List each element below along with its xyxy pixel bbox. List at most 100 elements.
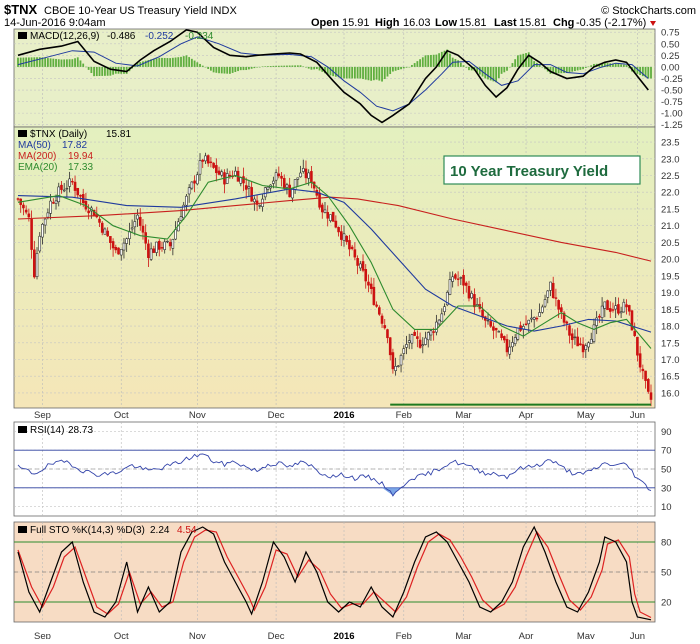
y-tick-label: 70 bbox=[661, 446, 672, 457]
month-tick-label: Mar bbox=[455, 410, 471, 421]
macd-histogram-bar bbox=[220, 66, 223, 74]
macd-histogram-bar bbox=[101, 66, 104, 76]
macd-histogram-bar bbox=[516, 55, 519, 67]
candle-body bbox=[570, 333, 574, 340]
ma200-legend-value: 19.94 bbox=[68, 151, 93, 162]
macd-histogram-bar bbox=[71, 59, 74, 67]
macd-histogram-bar bbox=[49, 58, 52, 67]
macd-histogram-bar bbox=[256, 66, 258, 68]
candle-body bbox=[383, 325, 387, 329]
chg-value: -0.35 (-2.17%) bbox=[576, 17, 646, 29]
candle-body bbox=[244, 185, 248, 190]
candle-body bbox=[318, 192, 321, 208]
macd-histogram-bar bbox=[421, 57, 424, 67]
candle-body bbox=[541, 306, 544, 313]
month-tick-label: Mar bbox=[455, 631, 471, 639]
macd-histogram-bar bbox=[574, 66, 576, 72]
candle-body bbox=[638, 353, 642, 368]
macd-histogram-bar bbox=[514, 59, 517, 67]
candle-body bbox=[397, 365, 400, 367]
candle-body bbox=[386, 329, 389, 339]
macd-histogram-bar bbox=[400, 66, 402, 70]
macd-histogram-bar bbox=[413, 63, 416, 67]
candle-body bbox=[299, 172, 302, 178]
candle-body bbox=[405, 344, 408, 348]
candle-body bbox=[584, 345, 588, 350]
candle-body bbox=[24, 209, 28, 213]
macd-histogram-bar bbox=[375, 66, 378, 80]
macd-histogram-bar bbox=[617, 64, 620, 67]
macd-histogram-bar bbox=[459, 62, 462, 67]
candle-body bbox=[356, 258, 359, 266]
candle-body bbox=[141, 225, 145, 233]
candle-body bbox=[282, 178, 286, 189]
macd-histogram-bar bbox=[229, 66, 231, 74]
candle-body bbox=[87, 210, 90, 214]
candle-body bbox=[641, 368, 645, 372]
macd-histogram-bar bbox=[248, 66, 250, 70]
candle-body bbox=[359, 263, 362, 269]
macd-histogram-bar bbox=[46, 58, 49, 67]
candle-body bbox=[204, 155, 207, 162]
macd-histogram-bar bbox=[394, 66, 397, 71]
candle-body bbox=[285, 184, 289, 188]
macd-histogram-bar bbox=[38, 57, 41, 67]
sto-legend-swatch bbox=[18, 526, 27, 533]
month-tick-label: Apr bbox=[519, 631, 534, 639]
y-tick-label: 16.5 bbox=[661, 372, 680, 383]
macd-legend-hist: -0.234 bbox=[185, 31, 214, 42]
y-tick-label: 50 bbox=[661, 465, 672, 476]
macd-histogram-bar bbox=[313, 66, 316, 70]
y-tick-label: 18.0 bbox=[661, 322, 680, 333]
candle-body bbox=[155, 241, 158, 253]
macd-histogram-bar bbox=[446, 49, 449, 67]
candle-body bbox=[277, 173, 281, 177]
macd-histogram-bar bbox=[424, 55, 427, 67]
macd-histogram-bar bbox=[511, 63, 514, 67]
macd-histogram-bar bbox=[152, 58, 155, 67]
ma50-legend-value: 17.82 bbox=[62, 140, 87, 151]
macd-histogram-bar bbox=[242, 66, 245, 71]
macd-histogram-bar bbox=[286, 65, 288, 67]
candle-body bbox=[329, 214, 332, 222]
candle-body bbox=[592, 324, 596, 342]
macd-histogram-bar bbox=[337, 66, 340, 78]
month-tick-label: 2016 bbox=[333, 631, 354, 639]
candle-body bbox=[130, 227, 134, 230]
candle-body bbox=[608, 308, 612, 312]
candle-body bbox=[242, 176, 245, 184]
macd-histogram-bar bbox=[41, 57, 44, 67]
macd-histogram-bar bbox=[169, 58, 172, 67]
macd-histogram-bar bbox=[628, 66, 631, 69]
candle-body bbox=[581, 344, 585, 353]
candle-body bbox=[494, 327, 498, 331]
candle-body bbox=[193, 180, 196, 184]
macd-histogram-bar bbox=[147, 59, 150, 67]
candle-body bbox=[492, 326, 495, 331]
macd-histogram-bar bbox=[166, 58, 169, 67]
candle-body bbox=[334, 220, 338, 228]
macd-histogram-bar bbox=[362, 66, 364, 80]
macd-histogram-bar bbox=[590, 65, 593, 67]
candle-body bbox=[524, 323, 528, 326]
high-value: 16.03 bbox=[403, 17, 431, 29]
month-tick-label: Feb bbox=[396, 410, 412, 421]
macd-histogram-bar bbox=[612, 63, 614, 67]
macd-histogram-bar bbox=[495, 66, 498, 83]
candle-body bbox=[147, 243, 150, 258]
macd-histogram-bar bbox=[386, 66, 389, 77]
macd-histogram-bar bbox=[392, 66, 394, 72]
macd-histogram-bar bbox=[484, 66, 487, 79]
month-tick-label: Sep bbox=[34, 410, 51, 421]
macd-histogram-bar bbox=[226, 66, 229, 74]
macd-histogram-bar bbox=[158, 57, 161, 67]
candle-body bbox=[133, 221, 137, 228]
y-tick-label: 21.5 bbox=[661, 204, 680, 215]
macd-histogram-bar bbox=[22, 57, 25, 67]
candle-body bbox=[149, 248, 153, 260]
last-label: Last bbox=[494, 17, 517, 29]
macd-histogram-bar bbox=[503, 66, 506, 73]
macd-histogram-bar bbox=[389, 66, 392, 75]
candle-body bbox=[560, 307, 563, 312]
